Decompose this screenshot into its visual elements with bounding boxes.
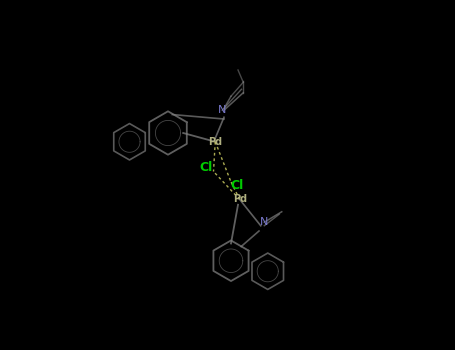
Text: Cl: Cl — [200, 161, 213, 174]
Text: Cl: Cl — [231, 179, 244, 192]
Text: N: N — [260, 217, 268, 227]
Text: N: N — [218, 105, 227, 115]
Text: Pd: Pd — [233, 195, 247, 204]
Text: Pd: Pd — [208, 137, 222, 147]
